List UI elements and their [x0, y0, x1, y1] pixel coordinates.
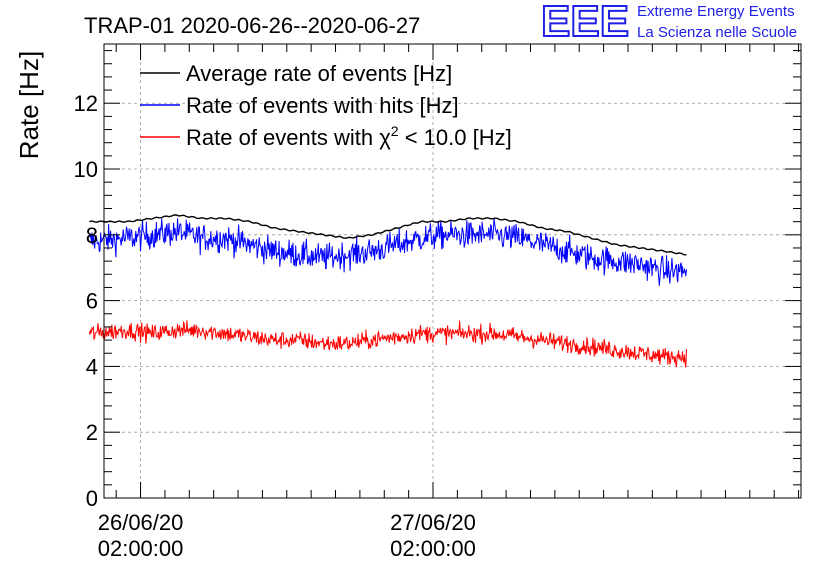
legend-chi2-sup: 2 [391, 123, 399, 139]
x-tick-label-time: 02:00:00 [98, 536, 184, 561]
series-layer [88, 214, 687, 368]
y-tick-labels: 0 2 4 6 8 10 12 [74, 91, 98, 511]
y-tick-label: 12 [74, 91, 98, 116]
eee-logo-mark: EEE [540, 0, 630, 46]
legend-label-hits: Rate of events with hits [Hz] [186, 93, 459, 118]
legend: Average rate of events [Hz] Rate of even… [140, 61, 512, 150]
y-tick-label: 2 [86, 420, 98, 445]
y-tick-label: 6 [86, 289, 98, 314]
logo-line-1: Extreme Energy Events [637, 3, 795, 20]
x-tick-label-date: 27/06/20 [390, 510, 476, 535]
chart-title: TRAP-01 2020-06-26--2020-06-27 [84, 13, 420, 38]
y-tick-label: 10 [74, 157, 98, 182]
series-line-average [89, 214, 687, 256]
y-tick-label: 0 [86, 486, 98, 511]
series-line-hits [88, 217, 687, 286]
y-axis-label: Rate [Hz] [14, 51, 44, 159]
x-tick-label-time: 02:00:00 [390, 536, 476, 561]
series-line-chi2 [88, 320, 687, 368]
logo-line-2: La Scienza nelle Scuole [637, 24, 798, 41]
legend-chi2-prefix: Rate of events with [186, 125, 379, 150]
legend-label-chi2: Rate of events with χ2 < 10.0 [Hz] [186, 123, 512, 150]
y-tick-label: 4 [86, 354, 98, 379]
y-tick-label: 8 [86, 223, 98, 248]
legend-chi2-symbol: χ [379, 125, 391, 150]
legend-label-average: Average rate of events [Hz] [186, 61, 452, 86]
axis-ticks [104, 44, 801, 499]
plot-frame [103, 43, 802, 499]
legend-chi2-suffix: < 10.0 [Hz] [399, 125, 512, 150]
x-tick-label-date: 26/06/20 [98, 510, 184, 535]
